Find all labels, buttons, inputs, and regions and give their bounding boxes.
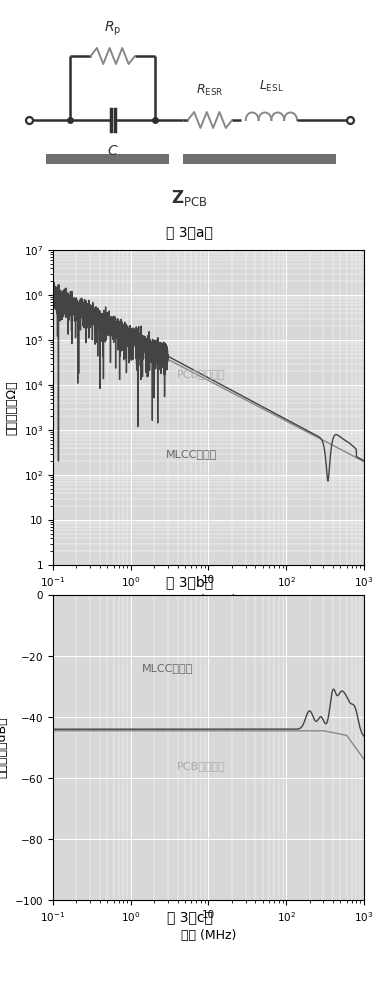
X-axis label: 频率 (MHz): 频率 (MHz) [181, 594, 236, 607]
Y-axis label: 幅频特性（dB）: 幅频特性（dB） [0, 717, 8, 778]
Text: 图 3（a）: 图 3（a） [166, 225, 213, 239]
Text: PCB平面耦合: PCB平面耦合 [177, 369, 225, 379]
Text: MLCC分压器: MLCC分压器 [166, 449, 217, 459]
Text: $C$: $C$ [107, 144, 119, 158]
Text: 图 3（b）: 图 3（b） [166, 575, 213, 589]
Bar [46, 154, 169, 164]
Text: MLCC分压器: MLCC分压器 [142, 663, 193, 673]
Text: $R_\mathrm{ESR}$: $R_\mathrm{ESR}$ [196, 83, 224, 98]
Text: 图 3（c）: 图 3（c） [166, 910, 213, 924]
X-axis label: 频率 (MHz): 频率 (MHz) [181, 929, 236, 942]
Text: PCB平面耦合: PCB平面耦合 [177, 761, 225, 771]
Text: $\mathbf{Z}_\mathrm{PCB}$: $\mathbf{Z}_\mathrm{PCB}$ [171, 188, 208, 208]
Text: $R_\mathrm{p}$: $R_\mathrm{p}$ [104, 20, 121, 38]
Text: $L_\mathrm{ESL}$: $L_\mathrm{ESL}$ [259, 79, 284, 94]
Bar [183, 154, 336, 164]
Y-axis label: 输入阻抗（Ω）: 输入阻抗（Ω） [5, 380, 18, 435]
